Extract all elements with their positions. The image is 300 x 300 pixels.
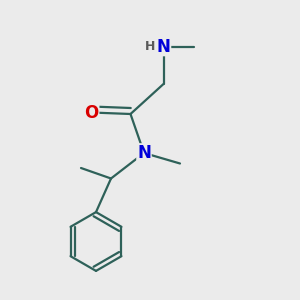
Text: N: N bbox=[157, 38, 170, 56]
Text: N: N bbox=[137, 144, 151, 162]
Text: H: H bbox=[145, 40, 155, 53]
Text: O: O bbox=[84, 103, 99, 122]
